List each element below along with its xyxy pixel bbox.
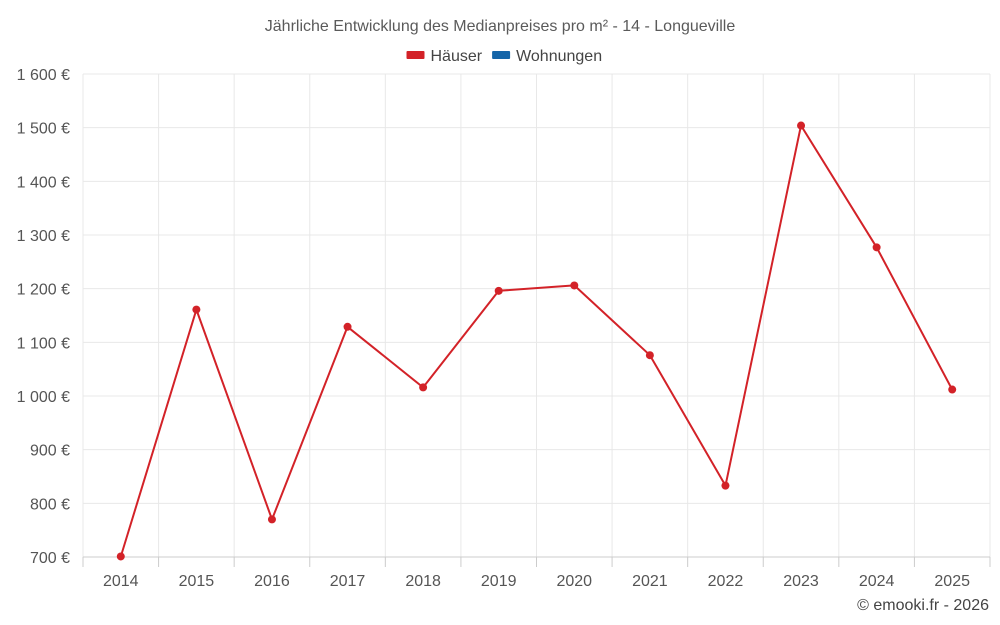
data-point (721, 481, 730, 490)
data-point (419, 383, 428, 392)
x-tick-label: 2022 (708, 573, 744, 590)
grid (82, 73, 991, 558)
x-tick-label: 2017 (330, 573, 366, 590)
legend: Häuser Wohnungen (406, 48, 602, 65)
y-tick-label: 900 € (30, 443, 70, 460)
data-point (192, 305, 201, 314)
x-tick-label: 2021 (632, 573, 668, 590)
data-point (645, 351, 654, 360)
series-layer (116, 121, 957, 561)
x-tick-label: 2019 (481, 573, 517, 590)
y-tick-label: 1 400 € (17, 174, 70, 191)
legend-item-label: Häuser (431, 48, 483, 65)
y-tick-label: 1 100 € (17, 335, 70, 352)
x-tick-label: 2020 (556, 573, 592, 590)
y-tick-label: 800 € (30, 496, 70, 513)
x-tick-label: 2023 (783, 573, 819, 590)
y-tick-label: 1 500 € (17, 121, 70, 138)
data-point (948, 385, 957, 394)
y-tick-label: 1 300 € (17, 228, 70, 245)
data-point (116, 552, 125, 561)
x-tick-label: 2025 (934, 573, 970, 590)
x-tick-label: 2024 (859, 573, 895, 590)
x-tick-label: 2018 (405, 573, 441, 590)
x-tick-label: 2014 (103, 573, 139, 590)
data-point (872, 243, 881, 252)
data-point (797, 121, 806, 130)
data-point (343, 322, 352, 331)
y-tick-label: 1 600 € (17, 67, 70, 84)
x-axis: 2014 2015 2016 2017 2018 2019 2020 2021 2022 2023… (82, 556, 991, 590)
legend-swatch (406, 51, 425, 59)
y-axis: 700 € 800 € 900 € 1 000 € 1 100 € 1 200 € 1 30… (17, 67, 70, 567)
legend-item-label: Wohnungen (516, 48, 602, 65)
data-point (494, 286, 503, 295)
x-tick-label: 2015 (179, 573, 215, 590)
credit: © emooki.fr - 2026 (857, 597, 989, 614)
y-tick-label: 700 € (30, 550, 70, 567)
y-tick-label: 1 000 € (17, 389, 70, 406)
x-tick-label: 2016 (254, 573, 290, 590)
chart-title: Jährliche Entwicklung des Medianpreises … (265, 18, 736, 35)
y-tick-label: 1 200 € (17, 282, 70, 299)
legend-swatch (492, 51, 511, 59)
series-line-häuser (119, 124, 954, 557)
data-point (267, 515, 276, 524)
data-point (570, 281, 579, 290)
